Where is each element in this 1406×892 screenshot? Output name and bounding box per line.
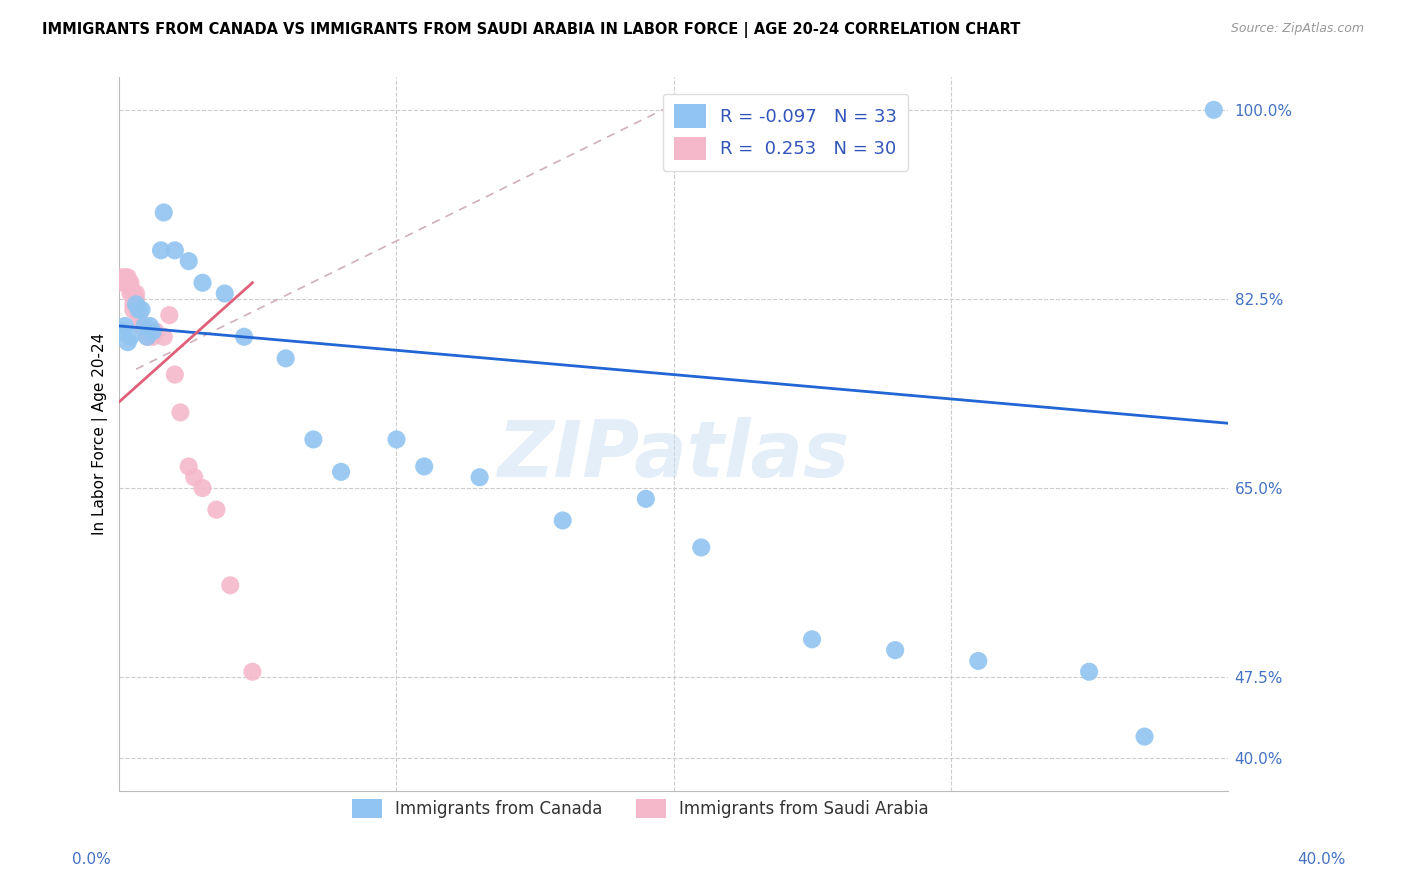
Point [183,470,205,484]
Point [274,351,297,366]
Point [801,632,824,647]
Point [111,276,134,290]
Point [1078,665,1101,679]
Point [128,308,150,322]
Point [117,276,139,290]
Point [117,270,139,285]
Point [114,276,136,290]
Point [157,308,180,322]
Point [120,286,142,301]
Point [114,270,136,285]
Point [205,502,228,516]
Point [117,276,139,290]
Point [145,324,167,338]
Point [634,491,657,506]
Point [142,324,165,338]
Point [214,286,236,301]
Point [163,244,186,258]
Point [163,368,186,382]
Y-axis label: In Labor Force | Age 20-24: In Labor Force | Age 20-24 [93,333,108,535]
Text: 40.0%: 40.0% [1298,852,1346,867]
Point [330,465,353,479]
Point [385,433,408,447]
Point [131,302,153,317]
Point [128,302,150,317]
Point [131,318,153,333]
Point [242,665,264,679]
Point [120,276,142,290]
Point [413,459,436,474]
Point [117,335,139,350]
Text: Source: ZipAtlas.com: Source: ZipAtlas.com [1230,22,1364,36]
Point [125,297,148,311]
Text: IMMIGRANTS FROM CANADA VS IMMIGRANTS FROM SAUDI ARABIA IN LABOR FORCE | AGE 20-2: IMMIGRANTS FROM CANADA VS IMMIGRANTS FRO… [42,22,1021,38]
Point [177,459,200,474]
Point [219,578,242,592]
Point [884,643,907,657]
Text: 0.0%: 0.0% [72,852,111,867]
Point [122,302,145,317]
Point [191,481,214,495]
Point [120,281,142,295]
Point [1202,103,1225,117]
Legend: Immigrants from Canada, Immigrants from Saudi Arabia: Immigrants from Canada, Immigrants from … [344,792,935,825]
Point [302,433,325,447]
Point [177,254,200,268]
Point [967,654,990,668]
Point [134,318,156,333]
Point [690,541,713,555]
Point [468,470,491,484]
Point [122,286,145,301]
Point [114,318,136,333]
Point [111,270,134,285]
Point [125,286,148,301]
Point [551,513,574,527]
Point [139,318,162,333]
Point [120,330,142,344]
Point [152,330,174,344]
Point [233,330,256,344]
Point [122,297,145,311]
Point [125,292,148,306]
Point [136,330,159,344]
Point [169,405,191,419]
Point [136,330,159,344]
Point [142,330,165,344]
Text: ZIPatlas: ZIPatlas [498,417,849,493]
Point [150,244,173,258]
Point [1133,730,1156,744]
Point [111,324,134,338]
Point [191,276,214,290]
Point [152,205,174,219]
